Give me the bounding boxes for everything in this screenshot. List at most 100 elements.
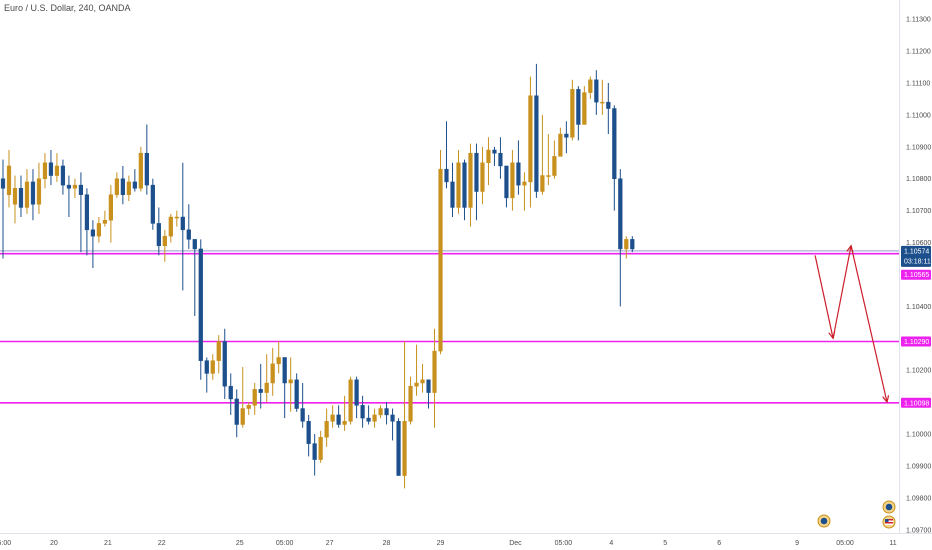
candle-body xyxy=(144,152,149,186)
candle xyxy=(54,153,60,182)
candle-body xyxy=(528,95,533,183)
candle xyxy=(108,185,113,243)
candle xyxy=(258,363,263,409)
candle-body xyxy=(510,162,515,199)
candle xyxy=(570,79,575,141)
candle-body xyxy=(498,152,503,167)
candle-body xyxy=(630,239,635,250)
candle-body xyxy=(576,89,581,125)
candle xyxy=(606,82,611,135)
time-tick-label: Dec xyxy=(509,540,522,547)
candle-body xyxy=(288,379,293,384)
current-price-badge-text: 03:18:11 xyxy=(904,258,931,265)
candle-body xyxy=(540,175,545,192)
candle-body xyxy=(348,379,353,422)
candle xyxy=(612,105,617,211)
candle xyxy=(624,236,629,259)
event-icon[interactable] xyxy=(882,500,896,514)
candle xyxy=(186,204,191,249)
candle xyxy=(468,143,473,227)
price-tick-label: 1.10000 xyxy=(906,432,931,439)
level-badge-text: 1.10290 xyxy=(904,339,929,346)
candle-body xyxy=(252,389,257,406)
candle xyxy=(582,86,587,125)
time-tick-label: 29 xyxy=(437,540,445,547)
candle xyxy=(132,169,137,192)
candle-body xyxy=(450,181,455,208)
candle xyxy=(402,341,407,489)
candle-body xyxy=(138,152,143,189)
candle xyxy=(246,402,251,415)
candle xyxy=(168,213,173,243)
candle-body xyxy=(480,162,485,192)
candle-body xyxy=(624,239,629,250)
candle xyxy=(210,354,215,380)
candle-body xyxy=(378,408,383,416)
candle xyxy=(552,140,557,179)
candle xyxy=(234,389,239,438)
candle xyxy=(354,376,359,419)
candle xyxy=(318,430,323,463)
candle xyxy=(414,344,419,396)
candle xyxy=(36,162,42,214)
candle-body xyxy=(270,363,275,384)
candle xyxy=(534,63,539,198)
candle-body xyxy=(192,239,197,250)
price-tick-label: 1.10700 xyxy=(906,208,931,215)
candle xyxy=(294,373,299,412)
candle-body xyxy=(420,379,425,384)
time-tick-label: 5 xyxy=(663,540,667,547)
flag-icon[interactable] xyxy=(882,515,896,529)
time-axis[interactable]: 05:00 20 21 22 25 05:00 27 28 29 Dec 05:00 4 5 6 9 05:0… xyxy=(0,540,897,547)
candle xyxy=(276,341,281,374)
candle-body xyxy=(414,382,419,387)
candle xyxy=(324,408,329,447)
candle xyxy=(24,169,30,214)
time-tick-label: 25 xyxy=(236,540,244,547)
event-icon[interactable] xyxy=(817,514,831,528)
candle xyxy=(372,408,377,428)
candle-body xyxy=(72,184,78,189)
candle xyxy=(30,169,36,221)
candle-body xyxy=(240,408,245,425)
horizontal-levels[interactable] xyxy=(0,250,899,404)
candle xyxy=(516,140,521,195)
candle xyxy=(498,137,503,179)
candle-body xyxy=(12,188,18,205)
candle xyxy=(180,162,185,291)
candle-body xyxy=(60,165,66,186)
candle-body xyxy=(234,398,239,425)
candle-body xyxy=(606,101,611,109)
candle xyxy=(360,395,365,428)
candle xyxy=(384,402,389,425)
candle xyxy=(438,150,443,355)
time-tick-label: 05:00 xyxy=(276,540,294,547)
candle xyxy=(420,363,425,393)
candle-body xyxy=(546,175,551,177)
candle xyxy=(378,405,383,419)
candle xyxy=(396,418,401,476)
candle xyxy=(138,146,143,192)
candle xyxy=(228,373,233,415)
candle-body xyxy=(198,248,203,361)
candle xyxy=(78,172,84,253)
time-tick-label: 21 xyxy=(104,540,112,547)
candle-body xyxy=(228,385,233,400)
candle-body xyxy=(366,417,371,422)
candle-body xyxy=(78,184,84,195)
candle-body xyxy=(432,350,437,393)
candle-body xyxy=(114,178,119,195)
candle-body xyxy=(102,219,107,224)
candle xyxy=(288,357,293,412)
candle xyxy=(252,382,257,415)
projection-segment xyxy=(832,245,852,339)
candle-body xyxy=(300,408,305,422)
candle-body xyxy=(258,389,263,393)
candle-body xyxy=(588,79,593,93)
candle-body xyxy=(24,181,30,208)
candle xyxy=(366,405,371,425)
candle xyxy=(42,153,48,189)
candle xyxy=(432,328,437,428)
candle xyxy=(336,405,341,428)
